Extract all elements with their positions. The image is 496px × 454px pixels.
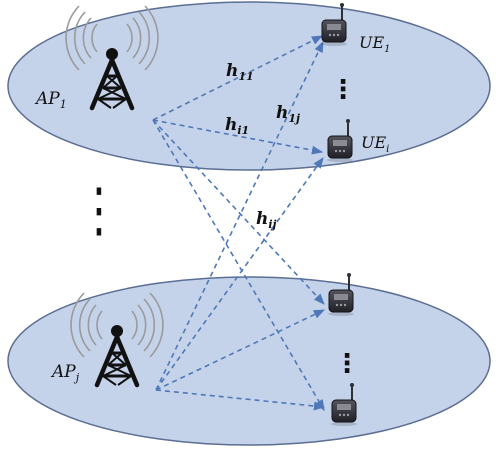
- uei-label: UEi: [361, 133, 389, 155]
- link-apj-to-ue3: [155, 309, 326, 391]
- apj-label: APj: [50, 362, 80, 384]
- ap1-label: AP1: [34, 89, 67, 111]
- link-apj-to-ue4: [155, 389, 326, 411]
- ue-ellipsis-top: ⋮: [330, 75, 356, 105]
- ue1-label: UE1: [359, 33, 391, 55]
- mobile-terminal-icon: [327, 272, 355, 317]
- ap-ellipsis: ⋮: [77, 175, 121, 244]
- apj-signal-waves: [70, 292, 164, 358]
- link-apj-to-ue1: [155, 40, 324, 391]
- link-apj-to-uei: [155, 157, 324, 391]
- link-ap1-to-ue4: [152, 119, 325, 411]
- link-ap1-to-ue1: [152, 35, 324, 121]
- ap1-signal-waves: [65, 5, 159, 71]
- h1j-label: h1j: [276, 103, 300, 125]
- h11-label: h11: [226, 61, 254, 83]
- top-cell-ellipse: [7, 1, 491, 171]
- hi1-label: hi1: [225, 115, 249, 137]
- bottom-cell-ellipse: [7, 276, 491, 446]
- hij-label: hij: [256, 209, 277, 231]
- ue-ellipsis-bottom: ⋮: [334, 349, 360, 379]
- link-ap1-to-uei: [152, 119, 324, 155]
- link-ap1-to-ue3: [152, 119, 325, 305]
